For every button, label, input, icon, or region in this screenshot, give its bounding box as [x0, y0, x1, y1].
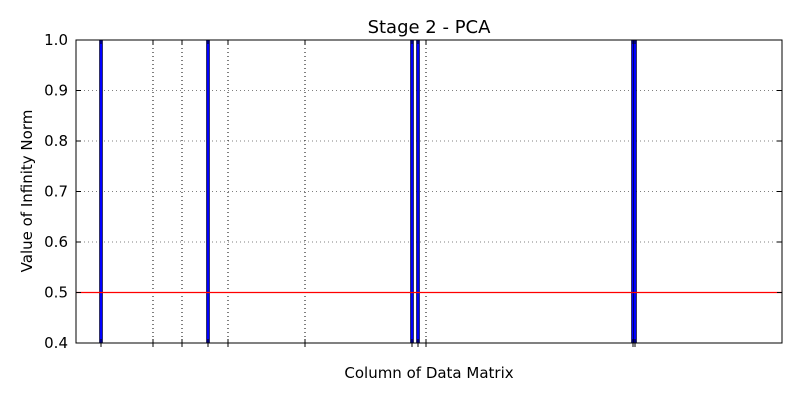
y-tick-label: 0.6	[44, 233, 68, 251]
grid-layer	[76, 40, 782, 343]
chart-title: Stage 2 - PCA	[368, 17, 492, 38]
bar	[416, 39, 420, 344]
y-tick-label: 0.9	[44, 82, 68, 100]
tick-layer	[76, 39, 782, 347]
bar	[99, 39, 103, 344]
bar	[206, 39, 210, 344]
y-tick-label: 1.0	[44, 31, 68, 49]
y-tick-label: 0.8	[44, 132, 68, 150]
bar	[410, 39, 414, 344]
y-tick-label: 0.4	[44, 334, 68, 352]
y-axis-title: Value of Infinity Norm	[18, 110, 36, 273]
y-tick-label: 0.5	[44, 284, 68, 302]
y-tick-label: 0.7	[44, 183, 68, 201]
label-layer: 0.4 0.5 0.6 0.7 0.8 0.9 1.0	[44, 31, 68, 352]
x-axis-title: Column of Data Matrix	[344, 364, 513, 382]
bar	[633, 39, 637, 344]
